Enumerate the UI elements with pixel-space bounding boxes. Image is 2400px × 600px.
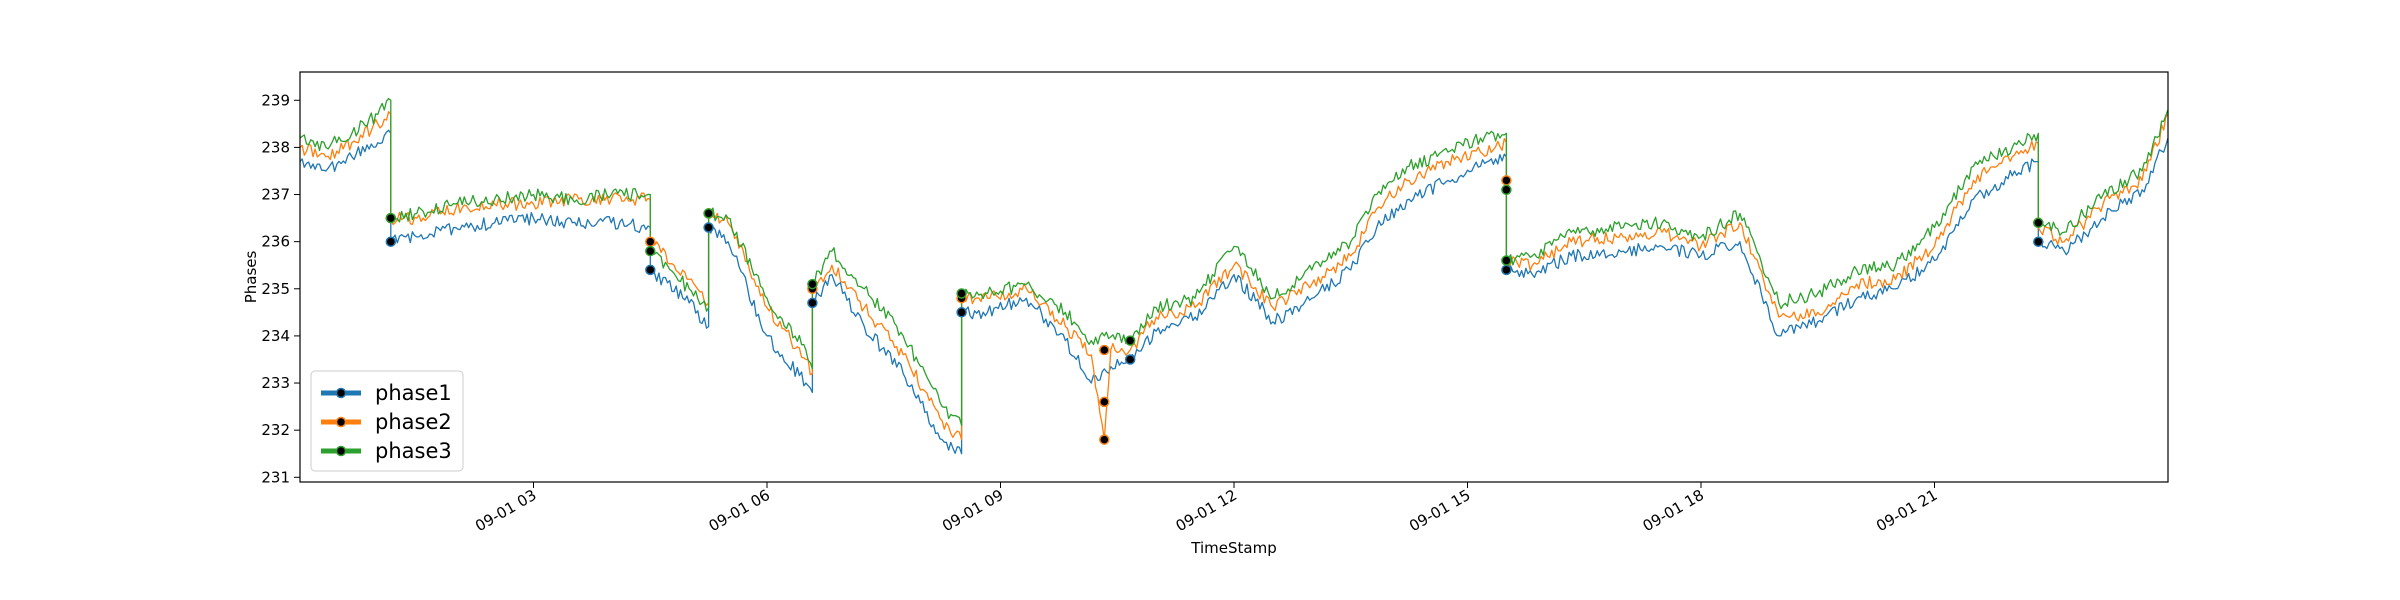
marker-phase2-7 — [1099, 344, 1110, 356]
y-tick-label-3: 234 — [261, 327, 290, 345]
marker-phase1-4 — [956, 307, 967, 318]
y-axis-ticks: 231 232 233 234 235 236 237 238 239 — [261, 91, 300, 486]
legend-label-phase3: phase3 — [375, 439, 452, 463]
marker-phase1-2 — [703, 222, 714, 233]
marker-phase3-8 — [2033, 217, 2044, 229]
y-tick-label-1: 232 — [261, 421, 290, 439]
y-tick-label-0: 231 — [261, 468, 290, 486]
y-tick-label-6: 237 — [261, 186, 290, 204]
marker-phase3-1 — [645, 245, 656, 257]
series-line-phase1 — [300, 129, 2168, 455]
marker-phase1-3 — [807, 297, 818, 309]
marker-phase2-1 — [645, 236, 656, 247]
marker-phase3-7 — [1501, 255, 1512, 266]
marker-phase2-8 — [1501, 175, 1512, 186]
marker-phase3-6 — [1501, 184, 1512, 196]
legend: phase1 phase2 phase3 — [310, 370, 464, 472]
legend-label-phase1: phase1 — [375, 381, 452, 405]
y-axis-label: Phases — [242, 251, 260, 304]
marker-phase1-1 — [645, 264, 656, 276]
y-tick-label-4: 235 — [261, 280, 290, 298]
marker-phase2-5 — [1099, 434, 1110, 445]
x-axis-label: TimeStamp — [1190, 539, 1276, 557]
legend-marker-phase2 — [335, 416, 347, 428]
legend-marker-phase1 — [335, 387, 347, 399]
y-tick-label-8: 239 — [261, 91, 290, 109]
marker-phase1-7 — [2033, 236, 2044, 247]
marker-phase3-5 — [1124, 335, 1136, 346]
marker-phase3-3 — [807, 278, 818, 290]
series-line-phase2 — [300, 111, 2168, 441]
marker-phase3-4 — [956, 288, 967, 299]
y-tick-label-2: 233 — [261, 374, 290, 392]
marker-phase1-0 — [385, 236, 397, 247]
marker-phase1-6 — [1501, 264, 1512, 276]
legend-box — [310, 370, 464, 472]
marker-phase1-5 — [1124, 354, 1136, 365]
legend-label-phase2: phase2 — [375, 410, 452, 434]
marker-phase3-2 — [703, 208, 714, 219]
y-tick-label-7: 238 — [261, 138, 290, 156]
series-line-phase3 — [300, 97, 2168, 427]
marker-phase3-0 — [385, 212, 397, 224]
series-layer — [300, 97, 2168, 455]
marker-phase2-6 — [1099, 396, 1110, 408]
marker-layer — [385, 175, 2044, 445]
y-tick-label-5: 236 — [261, 233, 290, 251]
legend-marker-phase3 — [335, 445, 347, 457]
